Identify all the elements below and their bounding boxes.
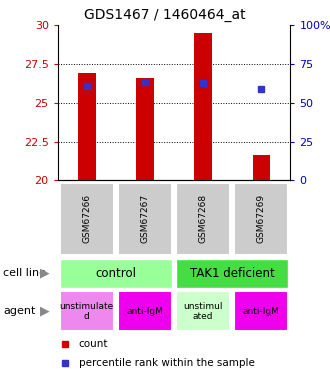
Bar [60,291,114,332]
Bar [176,183,230,255]
Bar [118,183,172,255]
Bar [136,78,154,180]
Bar [78,73,96,180]
Text: anti-IgM: anti-IgM [243,307,280,316]
Text: unstimul
ated: unstimul ated [183,302,223,321]
Bar [60,258,172,288]
Text: anti-IgM: anti-IgM [127,307,163,316]
Bar [234,183,288,255]
Text: GSM67267: GSM67267 [141,194,149,243]
Bar [234,291,288,332]
Text: cell line: cell line [3,268,46,278]
Text: GSM67268: GSM67268 [199,194,208,243]
Text: count: count [79,339,108,349]
Text: unstimulate
d: unstimulate d [60,302,114,321]
Bar [194,33,212,180]
Bar [118,291,172,332]
Bar [176,291,230,332]
Text: percentile rank within the sample: percentile rank within the sample [79,358,254,368]
Bar [176,258,288,288]
Text: GSM67269: GSM67269 [257,194,266,243]
Text: agent: agent [3,306,36,316]
Text: GDS1467 / 1460464_at: GDS1467 / 1460464_at [84,8,246,21]
Text: control: control [95,267,136,280]
Bar [252,156,270,180]
Text: ▶: ▶ [40,267,50,280]
Text: TAK1 deficient: TAK1 deficient [190,267,275,280]
Bar [60,183,114,255]
Text: GSM67266: GSM67266 [82,194,91,243]
Text: ▶: ▶ [40,305,50,318]
